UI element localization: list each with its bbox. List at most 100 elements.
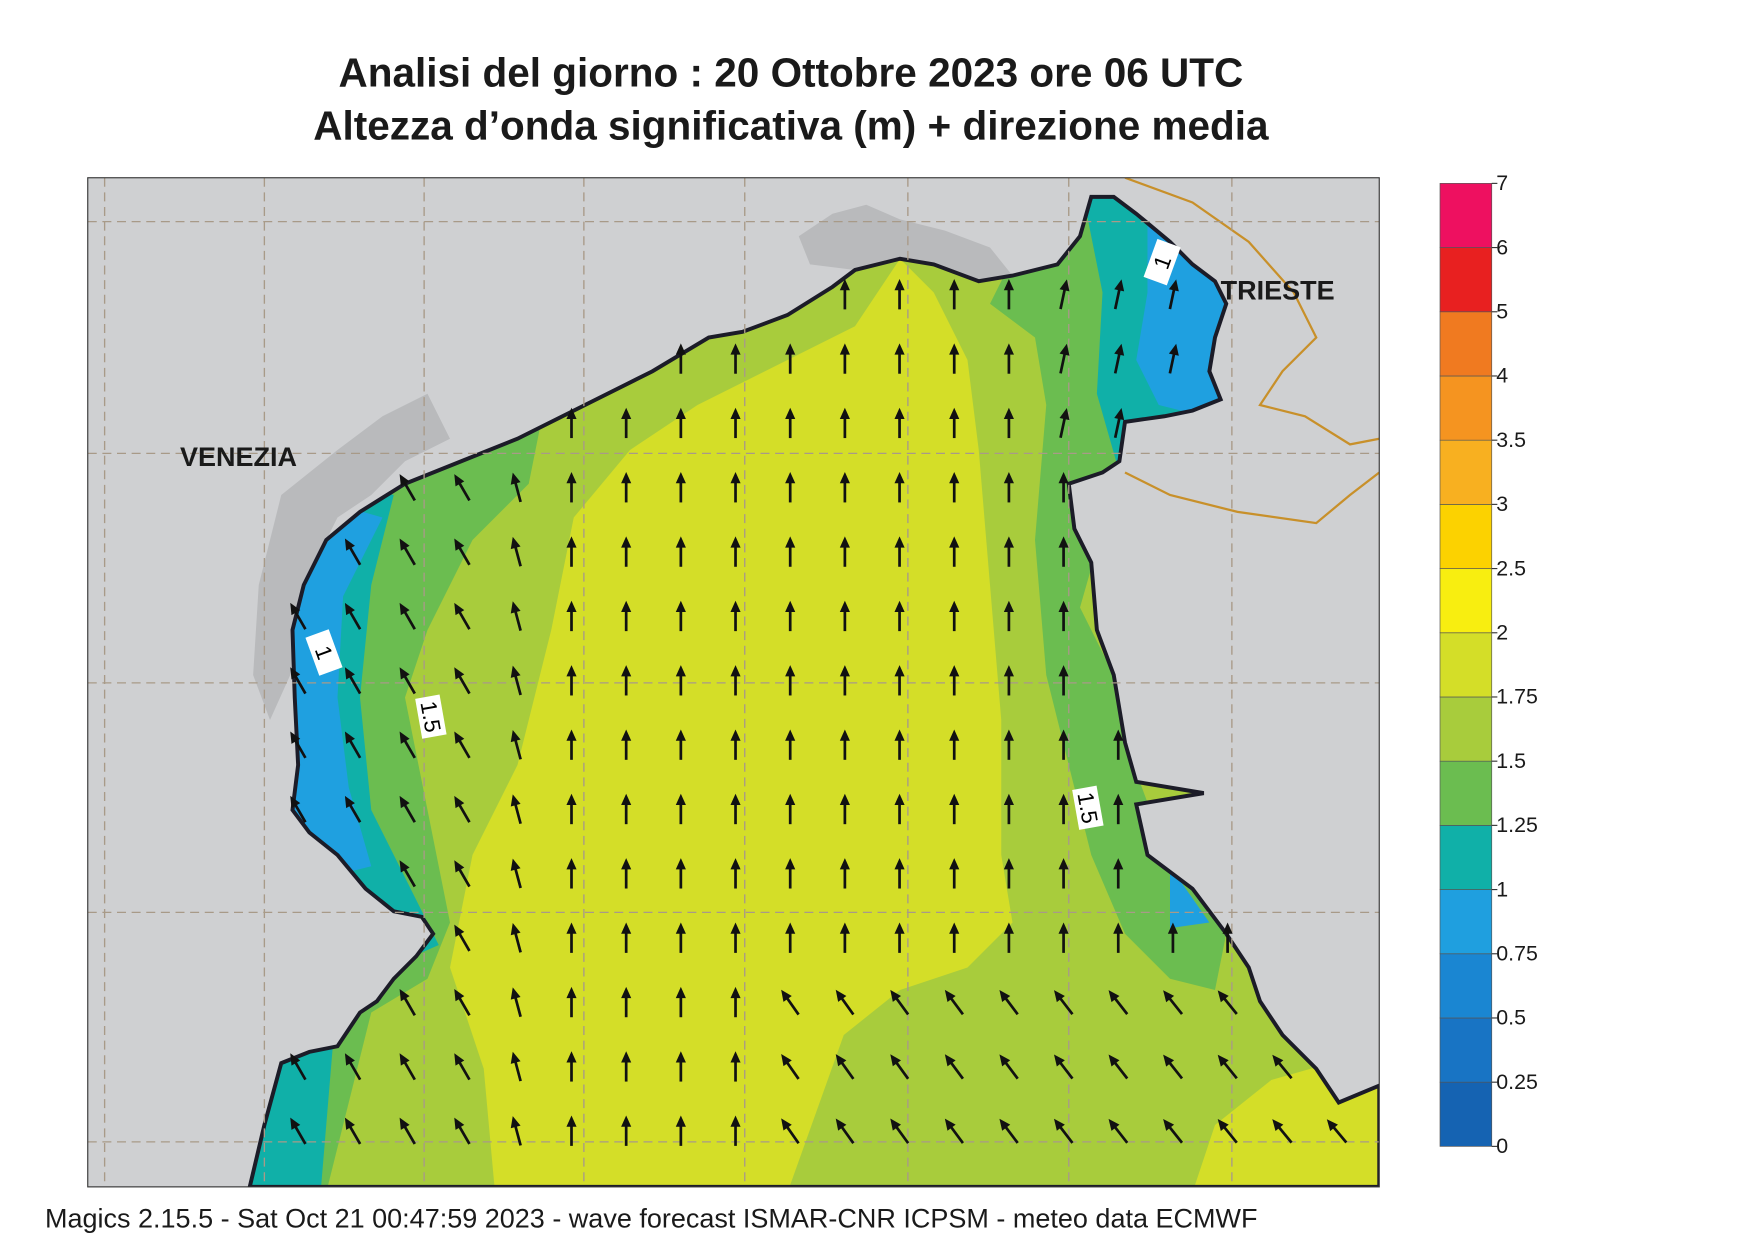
arrow-head <box>566 536 577 548</box>
arrow-head <box>781 1054 792 1067</box>
arrow-head <box>1108 1118 1120 1131</box>
arrow-head <box>1272 1119 1284 1132</box>
arrows <box>290 279 1348 1146</box>
arrow-head <box>566 922 577 934</box>
arrow <box>730 472 741 503</box>
arrow <box>1108 1118 1129 1144</box>
arrow-head <box>621 472 632 484</box>
arrow <box>944 1118 965 1144</box>
arrow <box>290 602 307 630</box>
arrow-head <box>949 665 960 677</box>
arrow <box>785 729 796 760</box>
arrow-head <box>510 536 521 550</box>
arrow-head <box>1059 279 1070 292</box>
arrow <box>566 1115 577 1146</box>
arrow <box>566 665 577 696</box>
arrow-head <box>344 602 355 616</box>
arrow-head <box>1053 1118 1065 1131</box>
arrow-head <box>566 986 577 999</box>
arrow-head <box>621 1115 632 1127</box>
plot-frame <box>87 177 1380 1188</box>
arrow <box>399 474 416 502</box>
arrow <box>454 795 471 823</box>
arrow <box>781 1118 800 1145</box>
arrow-head <box>949 536 960 548</box>
arrow-head <box>999 1054 1011 1067</box>
arrow-head <box>1108 1054 1120 1067</box>
colorbar-tick-label: 3.5 <box>1496 428 1526 452</box>
arrow <box>785 665 796 696</box>
arrow <box>675 986 686 1018</box>
arrow-head <box>835 1054 847 1067</box>
arrow-head <box>454 988 465 1002</box>
arrow-head <box>1053 990 1065 1003</box>
arrow-head <box>785 793 796 806</box>
arrow <box>1003 472 1014 503</box>
arrow <box>1003 858 1014 889</box>
arrow <box>835 1118 855 1144</box>
arrow <box>566 472 577 503</box>
arrow <box>621 729 632 760</box>
arrow-head <box>730 343 741 355</box>
arrow <box>399 731 416 759</box>
arrow <box>890 989 910 1016</box>
arrow <box>730 729 741 760</box>
arrow-head <box>1003 600 1014 612</box>
arrow-head <box>890 1054 902 1067</box>
label-box <box>1143 238 1181 286</box>
arrow-head <box>730 729 741 741</box>
colorbar-segment <box>1439 1081 1493 1147</box>
arrow-head <box>344 1053 355 1066</box>
arrow-head <box>999 990 1011 1003</box>
arrow-head <box>999 1118 1011 1131</box>
arrow-head <box>399 731 410 744</box>
contour-label: 1 <box>1143 238 1181 286</box>
arrow-head <box>894 472 905 484</box>
label-box <box>305 629 343 676</box>
arrow-head <box>675 986 686 999</box>
arrow-head <box>1326 1119 1338 1132</box>
arrow <box>675 858 686 889</box>
arrow <box>785 600 796 632</box>
arrow-head <box>621 407 632 419</box>
arrow-head <box>675 472 686 484</box>
arrow <box>1003 922 1014 953</box>
arrow <box>454 860 471 888</box>
arrow-head <box>1217 1054 1229 1067</box>
arrow-head <box>290 667 301 680</box>
arrow-head <box>399 538 410 551</box>
arrow-head <box>730 1051 741 1063</box>
arrow-head <box>454 795 465 809</box>
arrow <box>675 600 686 632</box>
arrow <box>1058 793 1069 825</box>
arrow <box>1217 990 1238 1015</box>
arrow-head <box>785 922 796 934</box>
arrow <box>1113 279 1125 310</box>
arrow-head <box>1113 729 1124 741</box>
arrow <box>1113 343 1125 374</box>
arrow-head <box>730 665 741 677</box>
arrow <box>1058 858 1069 889</box>
arrow <box>835 989 855 1016</box>
arrow-head <box>621 922 632 934</box>
arrow-head <box>1163 1118 1175 1131</box>
arrow <box>1217 1054 1238 1080</box>
arrow <box>1053 1054 1074 1080</box>
arrow-head <box>785 858 796 870</box>
arrow-head <box>894 793 905 806</box>
arrow-head <box>894 922 905 934</box>
arrow-head <box>1003 665 1014 677</box>
arrow <box>566 536 577 567</box>
arrow-head <box>949 472 960 484</box>
arrow-head <box>454 474 465 487</box>
arrow <box>781 989 800 1016</box>
arrow <box>566 729 577 760</box>
arrow <box>399 988 416 1016</box>
arrow-head <box>510 601 521 614</box>
arrow <box>1058 729 1069 760</box>
arrow-head <box>675 729 686 741</box>
arrow <box>621 922 632 953</box>
arrow <box>510 601 522 631</box>
arrow-head <box>1163 990 1175 1003</box>
arrow-head <box>1058 472 1069 484</box>
